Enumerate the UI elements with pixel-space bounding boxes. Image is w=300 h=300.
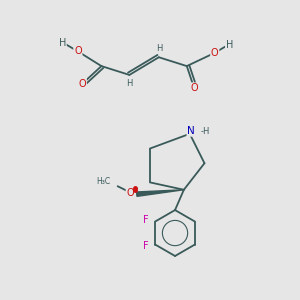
Text: H: H (226, 40, 233, 50)
Text: H: H (58, 38, 66, 47)
Polygon shape (136, 190, 184, 196)
Text: F: F (143, 241, 148, 251)
Text: O: O (211, 48, 219, 58)
Text: H: H (156, 44, 162, 53)
Text: O: O (127, 188, 134, 198)
Text: O: O (74, 46, 82, 56)
Text: H: H (126, 79, 133, 88)
Text: O: O (79, 79, 86, 89)
Text: H₃C: H₃C (96, 177, 110, 186)
Text: N: N (187, 126, 195, 136)
Text: -H: -H (200, 127, 210, 136)
Text: O: O (190, 83, 198, 93)
Text: F: F (143, 215, 148, 225)
